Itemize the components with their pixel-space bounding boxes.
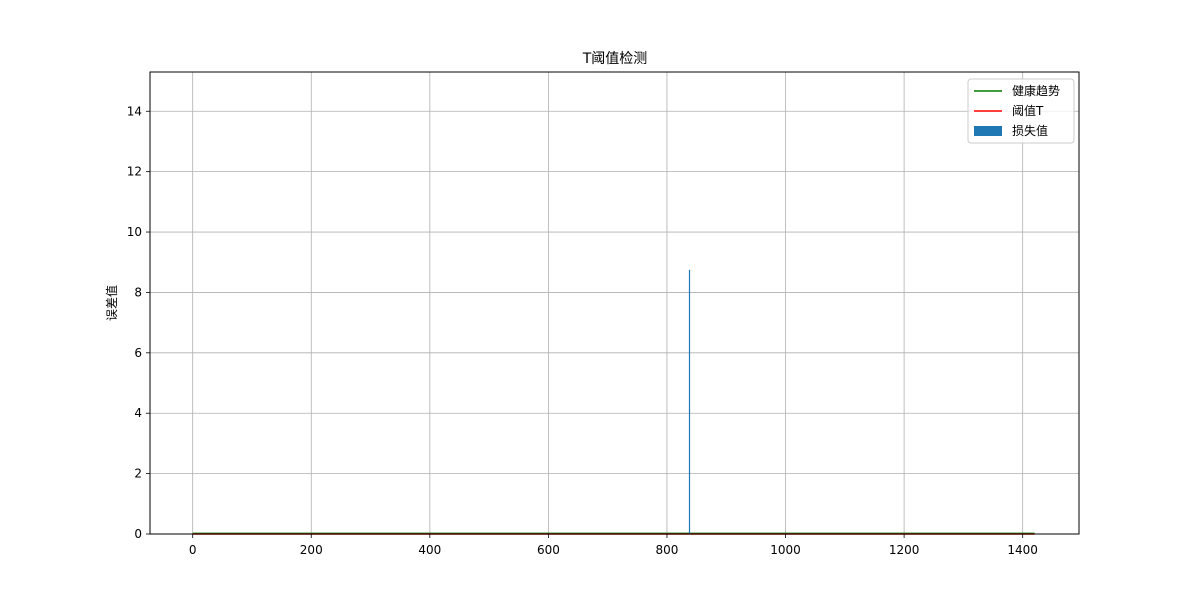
x-tick-label: 800 [656, 543, 679, 557]
legend-swatch [974, 126, 1002, 136]
y-tick-label: 4 [134, 406, 142, 420]
x-tick-label: 1200 [889, 543, 920, 557]
plot-frame [149, 71, 1080, 535]
x-tick-label: 1400 [1007, 543, 1038, 557]
plot-marks [192, 269, 1035, 535]
grid [150, 72, 1079, 535]
legend-label: 健康趋势 [1012, 83, 1060, 98]
x-tick-label: 0 [189, 543, 197, 557]
y-tick-label: 14 [127, 104, 142, 118]
legend-label: 阈值T [1012, 103, 1044, 118]
axis-ticks: 0 200 400 600 800 1000 1200 1400 0 2 4 6 8 10 12 14 [127, 104, 1038, 557]
y-tick-label: 0 [134, 527, 142, 541]
y-tick-label: 8 [134, 285, 142, 299]
loss-bar [688, 269, 691, 534]
y-tick-label: 12 [127, 165, 142, 179]
y-tick-label: 10 [127, 225, 142, 239]
x-tick-label: 1000 [770, 543, 801, 557]
y-tick-label: 2 [134, 467, 142, 481]
y-tick-label: 6 [134, 346, 142, 360]
x-tick-label: 600 [537, 543, 560, 557]
x-tick-label: 400 [418, 543, 441, 557]
y-axis-label: 误差值 [104, 285, 119, 321]
legend-label: 损失值 [1012, 123, 1048, 138]
x-tick-label: 200 [300, 543, 323, 557]
chart-title: T阈值检测 [582, 51, 648, 67]
